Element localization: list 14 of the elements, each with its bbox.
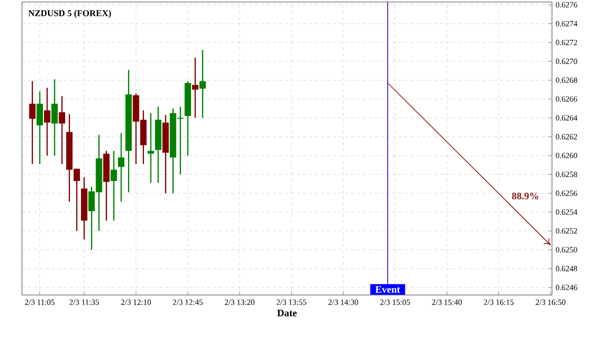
annotation: 88.9% xyxy=(512,192,538,200)
candlestick xyxy=(110,150,117,222)
candlestick xyxy=(118,132,124,202)
candlestick xyxy=(199,49,206,118)
candlestick xyxy=(58,96,66,165)
candlestick xyxy=(192,56,198,118)
candlestick xyxy=(29,80,36,165)
candlestick xyxy=(44,87,50,156)
candlestick xyxy=(51,78,58,156)
candlestick xyxy=(148,112,154,184)
candlestick xyxy=(36,90,43,165)
x-axis-title: Date xyxy=(277,310,297,316)
text: NZDUSD 5 (FOREX) xyxy=(28,10,111,18)
ref-line-label: Event xyxy=(375,286,400,293)
